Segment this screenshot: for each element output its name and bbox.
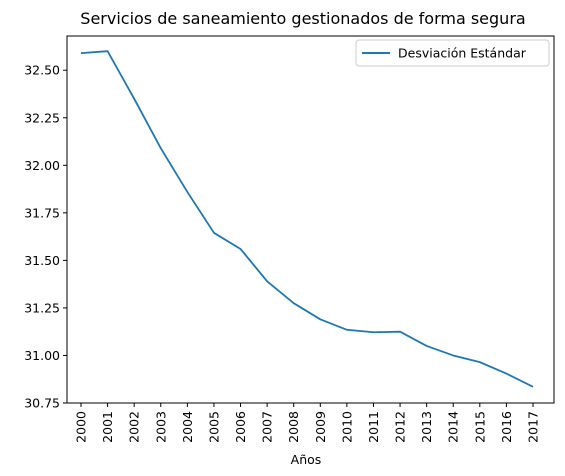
x-tick-label-0: 2000 [74,411,89,443]
x-tick-label-12: 2012 [393,411,408,443]
legend-entry-0: Desviación Estándar [398,46,527,61]
x-tick-label-15: 2015 [472,411,487,443]
chart-title: Servicios de saneamiento gestionados de … [80,9,525,28]
y-tick-label-7: 32.50 [24,63,60,78]
x-tick-label-4: 2004 [180,411,195,443]
x-tick-label-11: 2011 [366,411,381,443]
x-tick-label-17: 2017 [526,411,541,443]
x-tick-label-6: 2006 [233,411,248,443]
x-tick-label-10: 2010 [339,411,354,443]
x-tick-label-7: 2007 [260,411,275,443]
x-tick-label-8: 2008 [286,411,301,443]
x-axis: 2000 2001 2002 2003 2004 2005 2006 2007 2008 2009… [74,403,541,443]
y-tick-label-5: 32.00 [24,158,60,173]
plot-frame [67,36,554,403]
x-axis-label: Años [291,452,322,467]
y-tick-label-3: 31.50 [24,253,60,268]
y-axis: 30.75 31.00 31.25 31.50 31.75 32.00 32.25 32.50 [24,63,67,411]
x-tick-label-9: 2009 [313,411,328,443]
y-tick-label-6: 32.25 [24,110,60,125]
x-tick-label-16: 2016 [499,411,514,443]
legend: Desviación Estándar [356,40,549,66]
x-tick-label-5: 2005 [206,411,221,443]
x-tick-label-3: 2003 [153,411,168,443]
x-tick-label-14: 2014 [446,411,461,443]
y-tick-label-4: 31.75 [24,205,60,220]
x-tick-label-2: 2002 [127,411,142,443]
plot-area [67,36,554,403]
series-layer [81,51,533,387]
x-tick-label-13: 2013 [419,411,434,443]
y-tick-label-0: 30.75 [24,396,60,411]
series-line-0 [81,51,533,387]
x-tick-label-1: 2001 [100,411,115,443]
y-tick-label-1: 31.00 [24,348,60,363]
y-tick-label-2: 31.25 [24,300,60,315]
